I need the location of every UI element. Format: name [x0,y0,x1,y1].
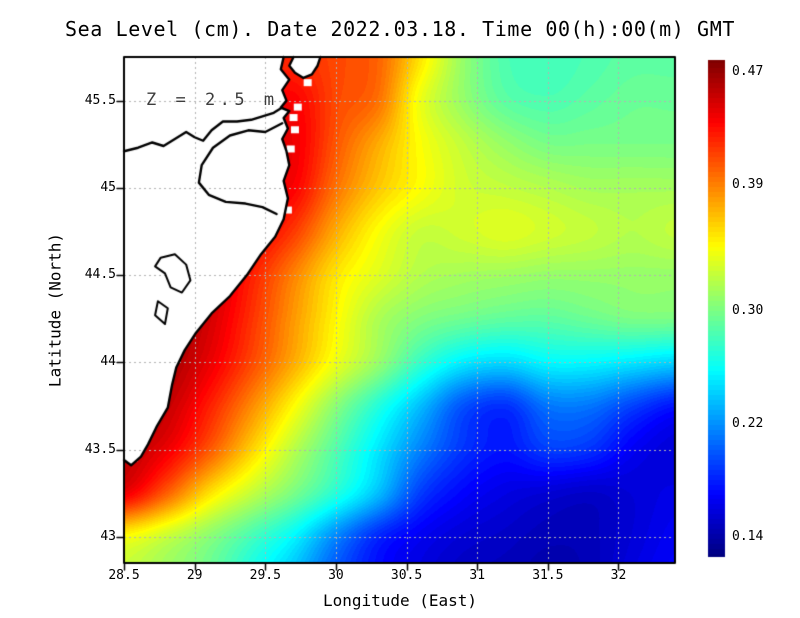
y-tick-label: 44.5 [84,267,116,283]
x-tick-label: 30.5 [390,568,423,583]
x-tick-label: 30 [328,568,344,583]
y-tick-label: 44 [100,354,116,370]
x-tick-label: 29.5 [249,568,281,583]
x-tick-label: 32 [610,568,627,583]
y-tick-label: 43.5 [84,441,116,457]
figure-title: Sea Level (cm). Date 2022.03.18. Time 00… [65,17,735,41]
x-axis-label: Longitude (East) [322,591,478,610]
colorbar-tick-label: 0.22 [732,415,764,431]
x-tick-label: 29 [186,568,203,583]
x-tick-label: 31 [469,568,486,583]
colorbar-tick-label: 0.39 [732,176,764,192]
y-tick-label: 43 [100,528,116,544]
x-tick-label: 31.5 [532,568,564,583]
colorbar-tick-label: 0.30 [732,303,764,319]
plot-annotation: Z = 2.5 m [146,90,279,110]
x-tick-label: 28.5 [108,568,140,583]
y-tick-label: 45 [100,179,116,195]
colorbar-tick-label: 0.14 [732,528,764,544]
colorbar-tick-label: 0.47 [732,63,764,79]
y-tick-label: 45.5 [84,92,116,108]
